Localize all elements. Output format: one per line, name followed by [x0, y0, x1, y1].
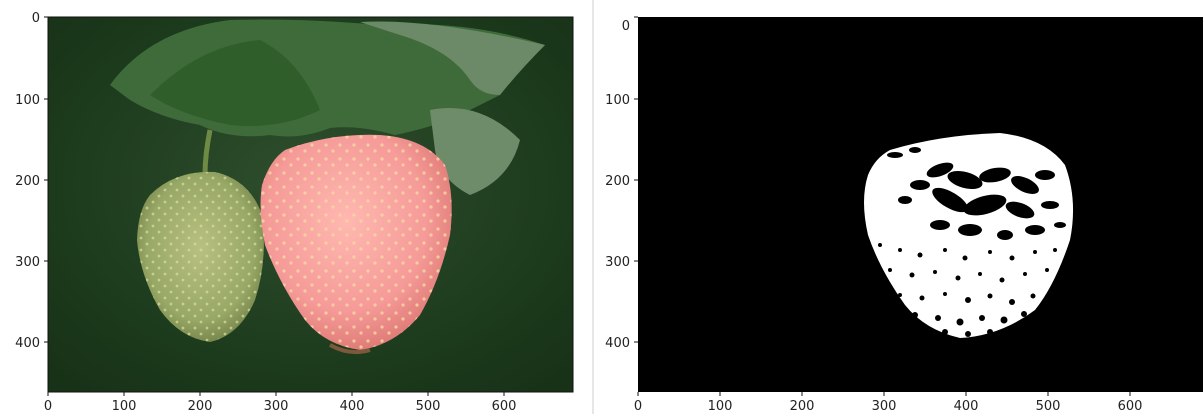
tick-label: 500: [416, 399, 441, 414]
tick-label: 400: [15, 336, 40, 351]
tick-label: 0: [622, 19, 630, 34]
mask-seed-dots: [878, 243, 1057, 337]
leaf-shape: [360, 21, 545, 95]
tick-label: 400: [605, 336, 630, 351]
tick-label: 100: [708, 399, 733, 414]
tick-label: 500: [1036, 399, 1061, 414]
tick-label: 300: [264, 399, 289, 414]
binary-mask: [638, 17, 1203, 392]
tick-label: 400: [340, 399, 365, 414]
right-x-axis: 0 100 200 300 400 500 600: [634, 392, 1143, 414]
tick-label: 0: [44, 399, 52, 414]
tick-label: 100: [112, 399, 137, 414]
tick-label: 300: [872, 399, 897, 414]
berry-tip: [329, 343, 371, 355]
overlay-image: [48, 17, 573, 392]
tick-label: 100: [15, 93, 40, 108]
panel-divider: [592, 0, 594, 414]
tick-label: 600: [492, 399, 517, 414]
right-y-axis: 0 100 200 300 400: [605, 16, 638, 351]
tick-label: 400: [954, 399, 979, 414]
tick-label: 200: [605, 174, 630, 189]
tick-label: 300: [15, 255, 40, 270]
tick-label: 600: [1118, 399, 1143, 414]
red-strawberry-seeds: [260, 134, 452, 350]
tick-label: 100: [605, 93, 630, 108]
stem: [202, 129, 213, 176]
left-x-axis: 0 100 200 300 400 500 600: [44, 392, 517, 414]
leaf-shape: [150, 40, 320, 126]
leaf-shape: [430, 108, 520, 195]
tick-label: 0: [634, 399, 642, 414]
left-axes-frame: [47, 16, 574, 393]
mask-holes: [887, 147, 1066, 240]
tick-label: 0: [32, 11, 40, 26]
green-strawberry-seeds: [137, 171, 264, 342]
tick-label: 200: [188, 399, 213, 414]
tick-label: 200: [15, 174, 40, 189]
tick-label: 300: [605, 255, 630, 270]
left-y-axis: 0 100 200 300 400: [15, 11, 48, 351]
tick-label: 200: [790, 399, 815, 414]
